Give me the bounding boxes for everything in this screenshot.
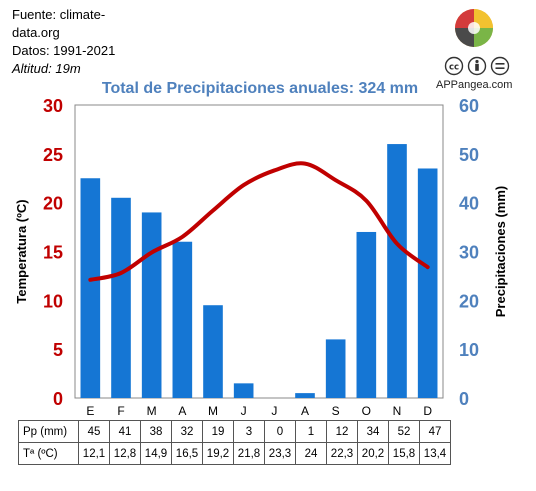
right-tick-label: 10: [459, 340, 479, 360]
chart-title: Total de Precipitaciones anuales: 324 mm: [101, 80, 419, 97]
right-tick-label: 0: [459, 389, 469, 409]
plot-area: [74, 104, 444, 399]
precip-bar: [295, 393, 315, 398]
climate-chart: 0 5 10 15 20 25 30 0 10 20 30 40 50 60 E F M A M J J A S O N D Tem…: [14, 96, 508, 418]
table-cell: 20,2: [357, 442, 389, 465]
table-cell: 34: [357, 420, 389, 443]
table-cell: 32: [171, 420, 203, 443]
row-label: Tª (ºC): [18, 442, 79, 465]
svg-text:cc: cc: [449, 63, 459, 73]
precip-bar: [80, 178, 101, 398]
precip-bar: [172, 241, 193, 398]
data-table: Pp (mm) 45 41 38 32 19 3 0 1 12 34 52 47 Tª (ºC) 12,1 1…: [18, 420, 451, 465]
brand-name: APPangea.com: [436, 79, 513, 91]
table-cell: 52: [388, 420, 420, 443]
right-tick-label: 60: [459, 96, 479, 116]
table-cell: 24: [295, 442, 327, 465]
table-cell: 47: [419, 420, 451, 443]
left-tick-label: 0: [53, 389, 63, 409]
month-label: M: [208, 404, 218, 418]
table-cell: 13,4: [419, 442, 451, 465]
left-tick-label: 10: [43, 291, 63, 311]
row-label: Pp (mm): [18, 420, 79, 443]
table-cell: 41: [109, 420, 141, 443]
month-label: O: [362, 404, 371, 418]
table-cell: 15,8: [388, 442, 420, 465]
precip-bar: [203, 305, 223, 398]
cc-icon: cc: [444, 56, 464, 76]
nd-icon: [490, 56, 510, 76]
month-label: A: [178, 404, 186, 418]
table-cell: 12,1: [78, 442, 110, 465]
precip-bar: [417, 168, 438, 398]
table-cell: 1: [295, 420, 327, 443]
precip-bar: [387, 144, 407, 398]
month-label: J: [271, 404, 277, 418]
left-axis-title: Temperatura (ºC): [14, 199, 29, 303]
table-cell: 12: [326, 420, 358, 443]
month-label: J: [241, 404, 247, 418]
precip-bar: [233, 383, 254, 398]
puzzle-globe-logo: [455, 9, 493, 47]
precip-bar: [356, 231, 377, 398]
table-cell: 19,2: [202, 442, 234, 465]
table-cell: 0: [264, 420, 296, 443]
month-label: F: [117, 404, 124, 418]
table-cell: 22,3: [326, 442, 358, 465]
table-cell: 3: [233, 420, 265, 443]
source-line2: data.org: [12, 25, 60, 40]
left-tick-label: 15: [43, 243, 63, 263]
month-label: A: [301, 404, 309, 418]
precip-bar: [111, 197, 131, 398]
table-cell: 38: [140, 420, 172, 443]
by-icon: [467, 56, 487, 76]
table-cell: 23,3: [264, 442, 296, 465]
right-tick-label: 20: [459, 291, 479, 311]
table-row: Tª (ºC) 12,1 12,8 14,9 16,5 19,2 21,8 23,3 24 22,…: [18, 442, 451, 465]
precip-bar: [141, 212, 162, 398]
table-cell: 45: [78, 420, 110, 443]
left-tick-label: 20: [43, 194, 63, 214]
month-label: D: [423, 404, 432, 418]
right-axis-title: Precipitaciones (mm): [493, 186, 508, 318]
right-tick-label: 30: [459, 243, 479, 263]
left-tick-label: 5: [53, 340, 63, 360]
month-label: M: [147, 404, 157, 418]
license-icons: cc: [444, 56, 510, 76]
table-cell: 12,8: [109, 442, 141, 465]
table-cell: 16,5: [171, 442, 203, 465]
data-period: Datos: 1991-2021: [12, 43, 116, 58]
altitude: Altitud: 19m: [12, 61, 81, 76]
left-tick-label: 25: [43, 145, 63, 165]
right-tick-label: 50: [459, 145, 479, 165]
table-cell: 21,8: [233, 442, 265, 465]
table-row: Pp (mm) 45 41 38 32 19 3 0 1 12 34 52 47: [18, 420, 451, 443]
precip-bar: [325, 339, 346, 398]
month-label: S: [332, 404, 340, 418]
table-cell: 19: [202, 420, 234, 443]
right-tick-label: 40: [459, 194, 479, 214]
source-line1: Fuente: climate-: [12, 7, 106, 22]
table-cell: 14,9: [140, 442, 172, 465]
month-label: E: [86, 404, 94, 418]
temperature-line: [88, 161, 430, 282]
month-label: N: [393, 404, 402, 418]
left-tick-label: 30: [43, 96, 63, 116]
